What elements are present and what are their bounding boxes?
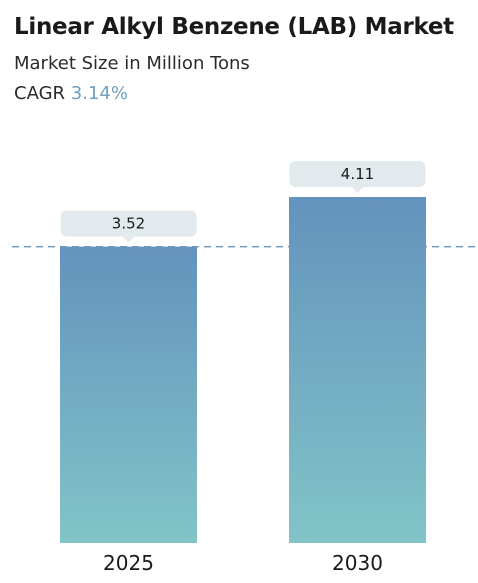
data-label-box-2025 (60, 210, 197, 237)
x-tick-label-2030: 2030 (332, 551, 383, 575)
data-label-2030: 4.11 (341, 165, 374, 183)
cagr-value: 3.14% (70, 83, 128, 104)
bar-2030 (289, 197, 426, 543)
data-label-pointer-2030 (351, 187, 364, 193)
chart-title: Linear Alkyl Benzene (LAB) Market (14, 14, 454, 40)
data-label-2025: 3.52 (112, 215, 145, 233)
cagr-line: CAGR 3.14% (14, 83, 128, 104)
bars-layer (60, 197, 426, 543)
labels-layer: 2025 3.52 2030 4.11 (60, 161, 426, 575)
x-tick-label-2025: 2025 (103, 551, 154, 575)
bar-2025 (60, 246, 197, 543)
chart-subtitle: Market Size in Million Tons (14, 53, 250, 74)
cagr-label: CAGR (14, 83, 66, 104)
data-label-box-2030 (289, 161, 426, 187)
data-label-pointer-2025 (122, 236, 135, 243)
